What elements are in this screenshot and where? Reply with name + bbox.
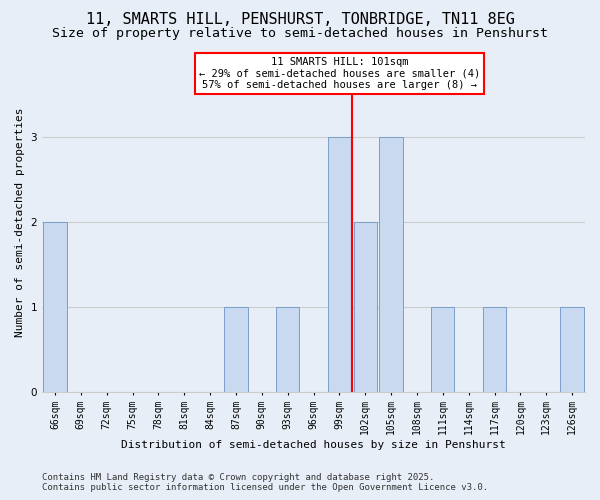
Bar: [224, 307, 248, 392]
Bar: [560, 307, 584, 392]
Text: 11, SMARTS HILL, PENSHURST, TONBRIDGE, TN11 8EG: 11, SMARTS HILL, PENSHURST, TONBRIDGE, T…: [86, 12, 514, 28]
Y-axis label: Number of semi-detached properties: Number of semi-detached properties: [15, 108, 25, 337]
Bar: [353, 222, 377, 392]
Bar: [328, 138, 351, 392]
Bar: [483, 307, 506, 392]
Bar: [379, 138, 403, 392]
Text: Contains HM Land Registry data © Crown copyright and database right 2025.
Contai: Contains HM Land Registry data © Crown c…: [42, 473, 488, 492]
Text: 11 SMARTS HILL: 101sqm
← 29% of semi-detached houses are smaller (4)
57% of semi: 11 SMARTS HILL: 101sqm ← 29% of semi-det…: [199, 56, 480, 90]
Text: Size of property relative to semi-detached houses in Penshurst: Size of property relative to semi-detach…: [52, 28, 548, 40]
Bar: [43, 222, 67, 392]
Bar: [276, 307, 299, 392]
Bar: [431, 307, 454, 392]
X-axis label: Distribution of semi-detached houses by size in Penshurst: Distribution of semi-detached houses by …: [121, 440, 506, 450]
